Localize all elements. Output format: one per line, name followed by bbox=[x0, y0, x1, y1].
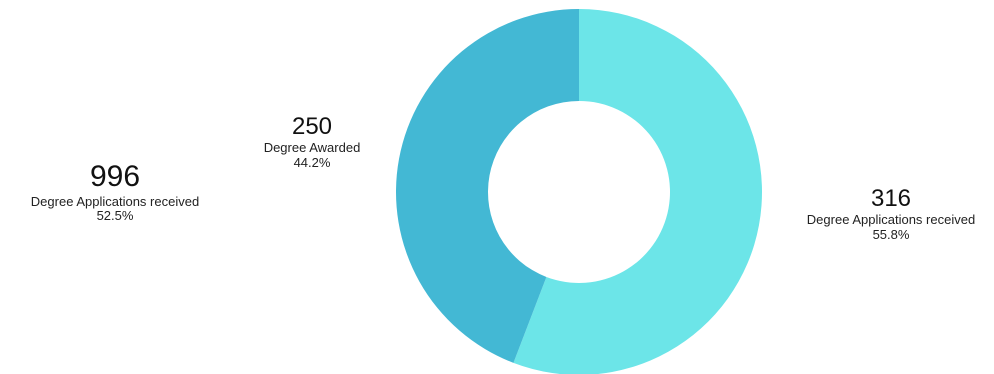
callout-mid-value: 250 bbox=[291, 113, 333, 140]
callout-mid-percent: 44.2% bbox=[293, 154, 331, 170]
callout-mid-label: Degree Awarded bbox=[263, 139, 361, 155]
callout-left-label: Degree Applications received bbox=[30, 193, 200, 209]
callout-right-percent: 55.8% bbox=[872, 226, 910, 242]
callout-right-value: 316 bbox=[870, 185, 912, 212]
callout-left-value: 996 bbox=[89, 160, 141, 193]
callout-right: 316 Degree Applications received 55.8% bbox=[786, 185, 994, 242]
callout-left: 996 Degree Applications received 52.5% bbox=[10, 160, 220, 224]
callout-left-percent: 52.5% bbox=[96, 208, 134, 224]
donut-slice-0 bbox=[513, 9, 762, 374]
callout-right-label: Degree Applications received bbox=[806, 211, 976, 227]
callout-degree-awarded: 250 Degree Awarded 44.2% bbox=[250, 113, 374, 170]
donut-slice-1 bbox=[395, 9, 579, 363]
